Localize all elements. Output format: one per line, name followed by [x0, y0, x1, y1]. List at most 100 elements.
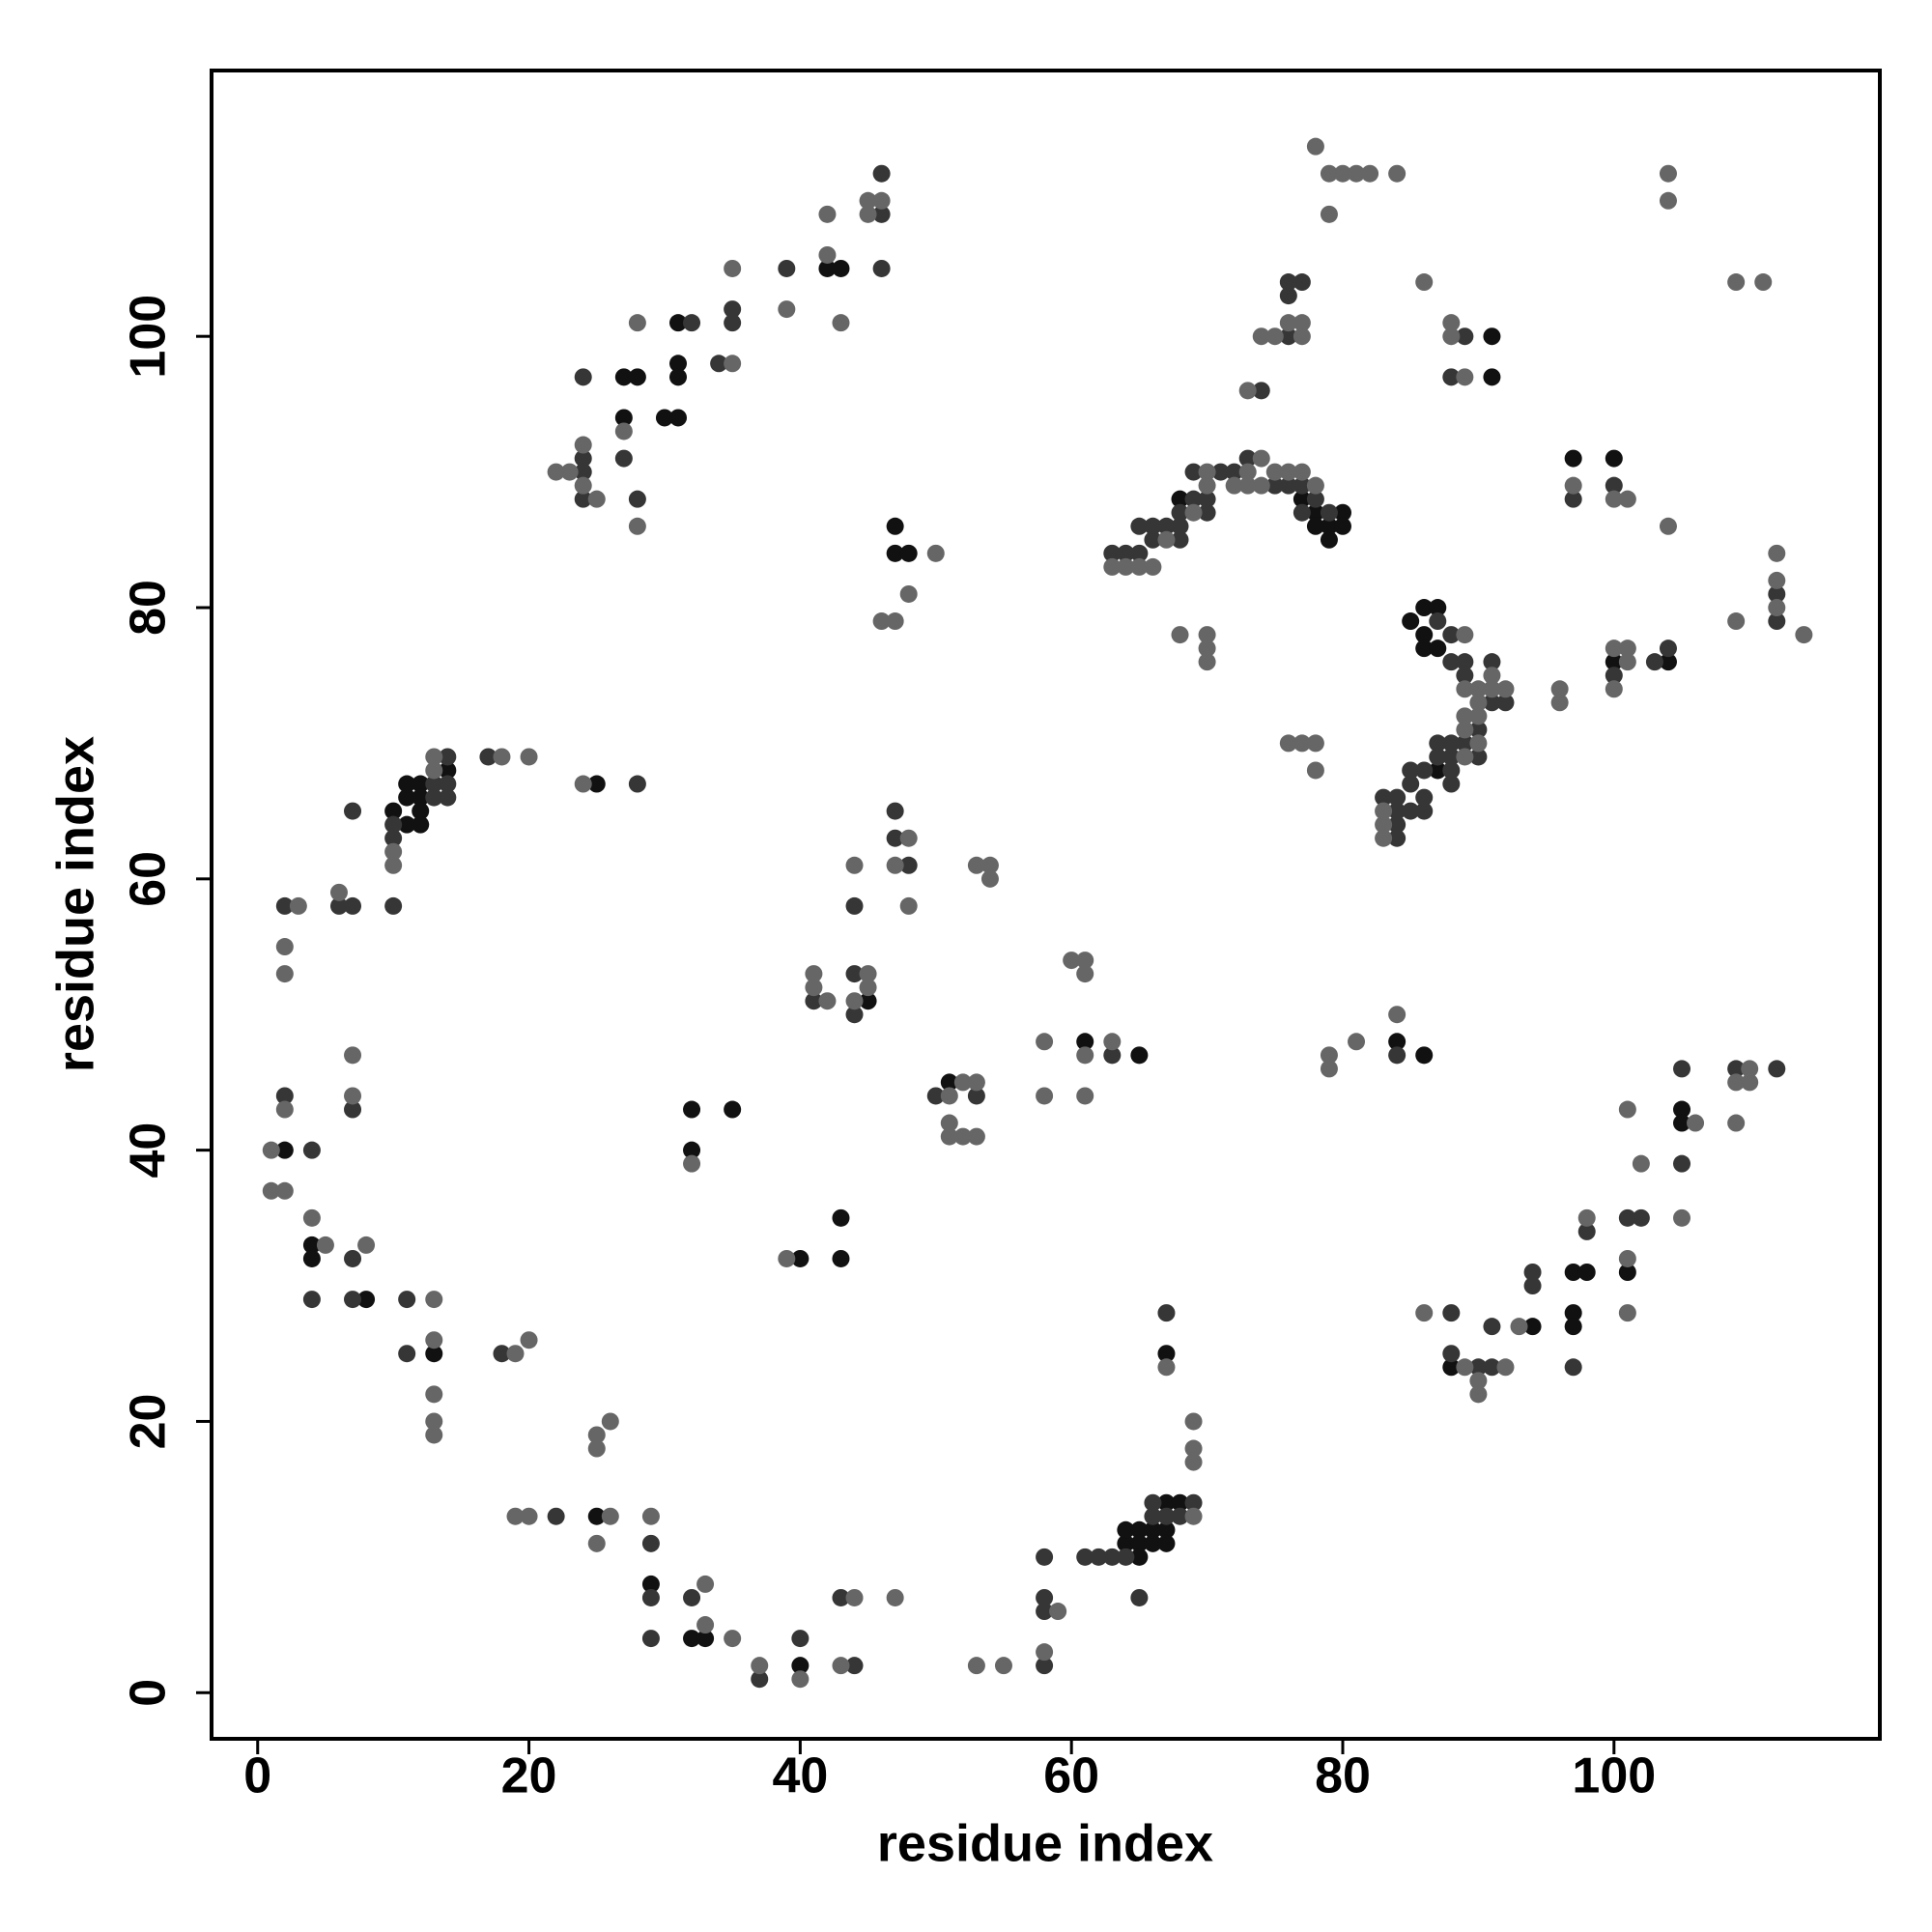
scatter-point: [1320, 517, 1338, 535]
scatter-point: [262, 1141, 280, 1159]
scatter-point: [1564, 490, 1582, 508]
scatter-point: [1157, 1534, 1176, 1552]
scatter-point: [1456, 327, 1474, 346]
y-tick-label: 40: [121, 1122, 177, 1179]
scatter-point: [1469, 748, 1488, 766]
scatter-point: [1306, 137, 1324, 156]
scatter-point: [1144, 1507, 1162, 1525]
scatter-point: [425, 1345, 443, 1363]
scatter-point: [1375, 829, 1393, 847]
scatter-point: [1442, 1304, 1461, 1322]
scatter-point: [724, 259, 742, 277]
scatter-point: [1618, 490, 1636, 508]
scatter-point: [791, 1670, 810, 1689]
scatter-point: [1618, 1264, 1636, 1282]
scatter-point: [1171, 503, 1189, 522]
scatter-point: [574, 436, 592, 454]
scatter-point: [384, 815, 403, 834]
scatter-point: [872, 191, 891, 210]
scatter-point: [1333, 517, 1351, 535]
scatter-point: [574, 449, 592, 468]
scatter-point: [439, 775, 457, 793]
scatter-point: [696, 1616, 715, 1634]
scatter-point: [1184, 1507, 1203, 1525]
scatter-point: [1795, 626, 1813, 644]
scatter-point: [1442, 1358, 1461, 1377]
scatter-point: [1483, 680, 1501, 698]
scatter-point: [1130, 1520, 1149, 1539]
scatter-point: [832, 314, 850, 332]
scatter-point: [628, 368, 646, 386]
scatter-point: [641, 1534, 660, 1552]
scatter-point: [1348, 164, 1366, 183]
scatter-point: [641, 1507, 660, 1525]
scatter-point: [994, 1657, 1012, 1675]
scatter-point: [926, 1087, 945, 1105]
scatter-point: [967, 856, 985, 874]
scatter-point: [1198, 639, 1216, 658]
scatter-point: [1402, 802, 1420, 820]
scatter-point: [1157, 1304, 1176, 1322]
scatter-point: [1618, 1100, 1636, 1119]
scatter-point: [1198, 490, 1216, 508]
scatter-point: [1456, 680, 1474, 698]
scatter-point: [384, 842, 403, 861]
scatter-point: [1415, 273, 1434, 292]
scatter-point: [1456, 653, 1474, 671]
scatter-point: [574, 368, 592, 386]
scatter-point: [1469, 734, 1488, 753]
scatter-point: [1415, 1304, 1434, 1322]
scatter-point: [628, 314, 646, 332]
scatter-point: [1510, 1318, 1528, 1336]
scatter-point: [1415, 761, 1434, 780]
scatter-point: [1632, 1208, 1650, 1227]
x-tick-label: 60: [1043, 1748, 1099, 1804]
scatter-point: [1198, 626, 1216, 644]
scatter-point: [275, 1181, 294, 1200]
scatter-point: [344, 1100, 362, 1119]
scatter-point: [547, 463, 565, 481]
scatter-point: [926, 544, 945, 562]
scatter-point: [778, 300, 796, 319]
scatter-point: [493, 1345, 511, 1363]
scatter-point: [641, 1575, 660, 1593]
scatter-point: [329, 883, 348, 901]
scatter-point: [845, 1657, 864, 1675]
scatter-point: [845, 1588, 864, 1606]
scatter-point: [1741, 1060, 1759, 1078]
scatter-point: [425, 761, 443, 780]
scatter-point: [1103, 1548, 1122, 1566]
scatter-point: [574, 775, 592, 793]
scatter-point: [1076, 952, 1094, 970]
scatter-point: [1754, 273, 1773, 292]
scatter-point: [1265, 327, 1284, 346]
scatter-point: [275, 1087, 294, 1105]
scatter-point: [1456, 626, 1474, 644]
scatter-point: [1673, 1114, 1691, 1132]
scatter-point: [683, 314, 701, 332]
scatter-point: [357, 1291, 376, 1309]
scatter-point: [574, 463, 592, 481]
scatter-point: [845, 1006, 864, 1024]
scatter-point: [1456, 721, 1474, 739]
scatter-point: [1225, 463, 1243, 481]
scatter-point: [1184, 1453, 1203, 1471]
scatter-point: [1225, 476, 1243, 495]
scatter-point: [1144, 1520, 1162, 1539]
scatter-point: [1388, 164, 1406, 183]
scatter-point: [967, 1073, 985, 1092]
scatter-point: [1618, 1208, 1636, 1227]
scatter-point: [751, 1657, 769, 1675]
scatter-point: [344, 1291, 362, 1309]
scatter-point: [1388, 815, 1406, 834]
scatter-point: [832, 1249, 850, 1267]
scatter-point: [628, 517, 646, 535]
scatter-point: [1211, 463, 1230, 481]
scatter-point: [1456, 748, 1474, 766]
scatter-point: [1184, 1439, 1203, 1458]
scatter-point: [560, 463, 579, 481]
scatter-point: [791, 1249, 810, 1267]
scatter-point: [1673, 1154, 1691, 1173]
scatter-point: [1157, 517, 1176, 535]
scatter-point: [1727, 1060, 1746, 1078]
